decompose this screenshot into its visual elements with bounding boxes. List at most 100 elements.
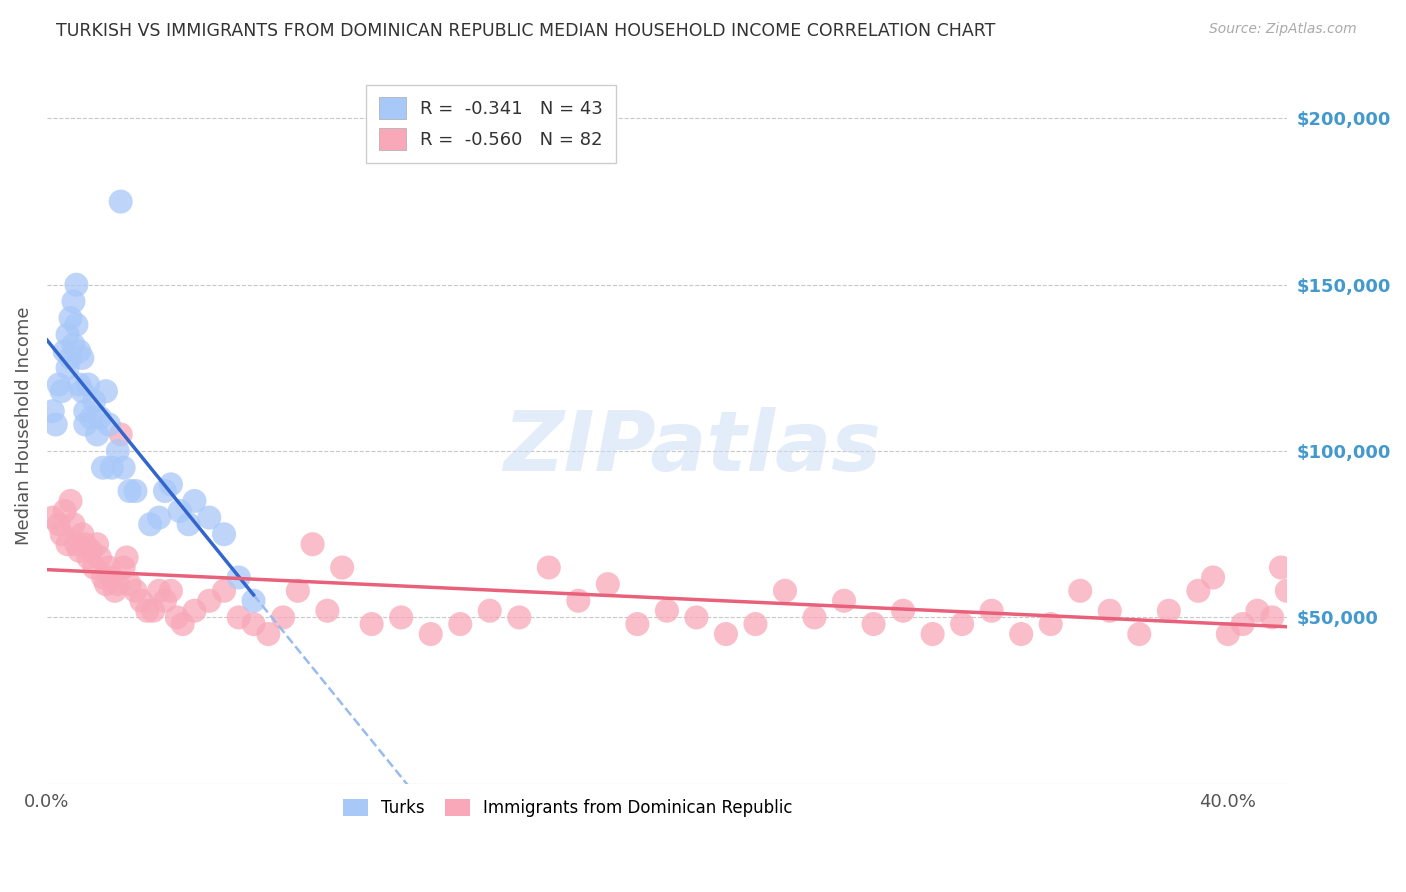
Point	[75, 537, 97, 551]
Point	[86, 427, 108, 442]
Point	[62, 517, 84, 532]
Point	[51, 384, 73, 399]
Point	[65, 537, 87, 551]
Point	[56, 537, 79, 551]
Point	[101, 460, 124, 475]
Point	[59, 311, 82, 326]
Point	[177, 517, 200, 532]
Point	[389, 610, 412, 624]
Point	[626, 617, 648, 632]
Point	[118, 483, 141, 498]
Point	[508, 610, 530, 624]
Point	[169, 504, 191, 518]
Point	[80, 410, 103, 425]
Point	[1202, 570, 1225, 584]
Point	[744, 617, 766, 632]
Point	[67, 344, 90, 359]
Y-axis label: Median Household Income: Median Household Income	[15, 307, 32, 545]
Point	[107, 577, 129, 591]
Point	[45, 417, 67, 432]
Point	[94, 384, 117, 399]
Point	[1275, 583, 1298, 598]
Point	[101, 570, 124, 584]
Point	[112, 460, 135, 475]
Point	[287, 583, 309, 598]
Point	[94, 577, 117, 591]
Point	[80, 544, 103, 558]
Point	[419, 627, 441, 641]
Point	[316, 604, 339, 618]
Point	[75, 404, 97, 418]
Point	[110, 427, 132, 442]
Point	[51, 527, 73, 541]
Point	[83, 394, 105, 409]
Point	[89, 550, 111, 565]
Point	[478, 604, 501, 618]
Point	[271, 610, 294, 624]
Point	[59, 494, 82, 508]
Point	[136, 604, 159, 618]
Point	[65, 277, 87, 292]
Point	[77, 377, 100, 392]
Legend: Turks, Immigrants from Dominican Republic: Turks, Immigrants from Dominican Republi…	[335, 790, 801, 825]
Point	[59, 351, 82, 365]
Point	[803, 610, 825, 624]
Point	[1246, 604, 1268, 618]
Point	[685, 610, 707, 624]
Point	[115, 550, 138, 565]
Point	[862, 617, 884, 632]
Point	[891, 604, 914, 618]
Point	[166, 610, 188, 624]
Point	[242, 594, 264, 608]
Point	[107, 444, 129, 458]
Point	[75, 417, 97, 432]
Point	[62, 294, 84, 309]
Text: TURKISH VS IMMIGRANTS FROM DOMINICAN REPUBLIC MEDIAN HOUSEHOLD INCOME CORRELATIO: TURKISH VS IMMIGRANTS FROM DOMINICAN REP…	[56, 22, 995, 40]
Point	[1039, 617, 1062, 632]
Point	[48, 517, 70, 532]
Point	[142, 604, 165, 618]
Point	[1261, 610, 1284, 624]
Point	[242, 617, 264, 632]
Point	[83, 560, 105, 574]
Point	[148, 510, 170, 524]
Point	[124, 483, 146, 498]
Point	[537, 560, 560, 574]
Point	[67, 544, 90, 558]
Point	[110, 194, 132, 209]
Point	[1232, 617, 1254, 632]
Point	[91, 570, 114, 584]
Point	[72, 351, 94, 365]
Point	[596, 577, 619, 591]
Point	[97, 417, 120, 432]
Point	[97, 560, 120, 574]
Point	[360, 617, 382, 632]
Point	[148, 583, 170, 598]
Point	[91, 460, 114, 475]
Point	[56, 327, 79, 342]
Point	[1187, 583, 1209, 598]
Point	[832, 594, 855, 608]
Point	[131, 594, 153, 608]
Point	[112, 560, 135, 574]
Point	[89, 410, 111, 425]
Point	[950, 617, 973, 632]
Point	[72, 527, 94, 541]
Point	[53, 504, 76, 518]
Point	[160, 477, 183, 491]
Point	[153, 483, 176, 498]
Point	[257, 627, 280, 641]
Point	[655, 604, 678, 618]
Point	[118, 577, 141, 591]
Point	[198, 510, 221, 524]
Text: ZIPatlas: ZIPatlas	[503, 407, 880, 488]
Point	[183, 604, 205, 618]
Point	[921, 627, 943, 641]
Point	[65, 318, 87, 332]
Point	[86, 537, 108, 551]
Point	[1216, 627, 1239, 641]
Point	[160, 583, 183, 598]
Point	[330, 560, 353, 574]
Point	[153, 594, 176, 608]
Point	[48, 377, 70, 392]
